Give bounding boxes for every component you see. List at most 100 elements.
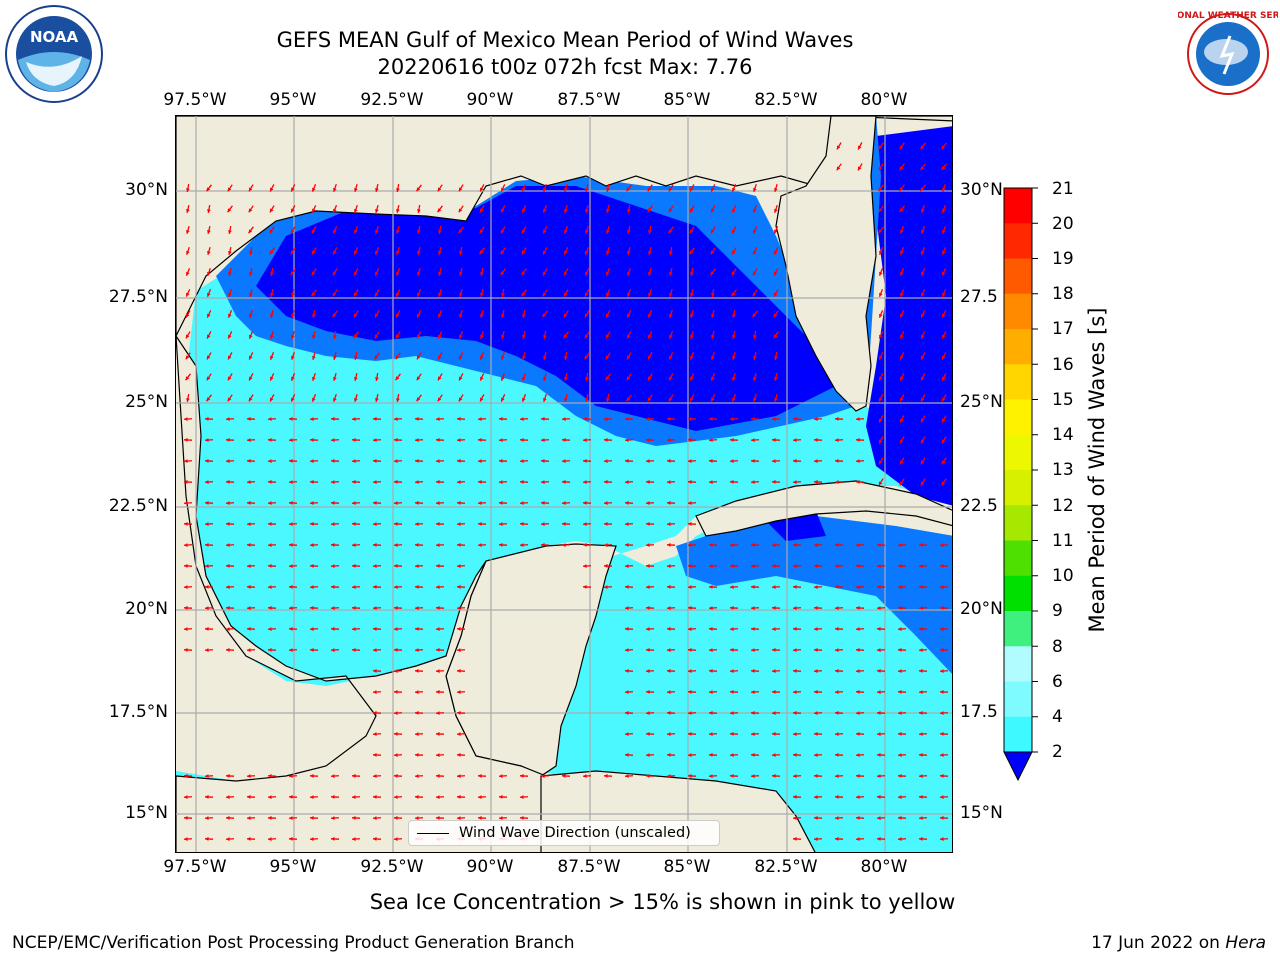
wind-arrow xyxy=(920,394,926,402)
wind-arrow xyxy=(627,268,631,276)
wind-arrow xyxy=(354,183,358,193)
wind-arrow xyxy=(876,795,886,799)
wind-arrow xyxy=(225,795,235,799)
wind-arrow xyxy=(876,711,886,715)
wind-arrow xyxy=(372,438,382,442)
colorbar-segment xyxy=(1004,470,1032,506)
wind-arrow xyxy=(941,436,947,444)
colorbar-title: Mean Period of Wind Waves [s] xyxy=(1085,307,1109,633)
wind-arrow xyxy=(396,225,400,235)
wind-arrow xyxy=(269,184,275,192)
wind-arrow xyxy=(498,480,508,484)
wind-arrow xyxy=(939,564,949,568)
wind-arrow xyxy=(750,564,760,568)
wind-arrow xyxy=(225,543,235,547)
wind-arrow xyxy=(561,459,571,463)
wind-arrow xyxy=(543,330,547,340)
wind-arrow xyxy=(729,711,739,715)
cbar-tick-17: 17 xyxy=(1052,319,1074,339)
wind-arrow xyxy=(246,438,256,442)
wind-arrow xyxy=(941,415,947,423)
wind-arrow xyxy=(309,627,319,631)
wind-arrow xyxy=(834,648,844,652)
wind-arrow xyxy=(687,564,697,568)
wind-arrow xyxy=(603,417,613,421)
wind-arrow xyxy=(624,606,634,610)
wind-arrow xyxy=(647,184,653,192)
wind-arrow xyxy=(774,393,778,403)
wind-arrow xyxy=(204,501,214,505)
wind-arrow xyxy=(479,205,485,213)
wind-arrow xyxy=(414,669,424,673)
wind-arrow xyxy=(414,543,424,547)
wind-arrow xyxy=(372,417,382,421)
wind-arrow xyxy=(332,205,338,213)
wind-arrow xyxy=(666,732,676,736)
wind-arrow xyxy=(477,438,487,442)
wind-arrow xyxy=(374,268,380,276)
colorbar xyxy=(1003,187,1038,782)
wind-arrow xyxy=(857,163,863,171)
wind-arrow xyxy=(393,522,403,526)
wind-arrow xyxy=(309,795,319,799)
wind-arrow xyxy=(584,268,590,276)
wind-arrow xyxy=(288,795,298,799)
wind-arrow xyxy=(771,732,781,736)
wind-arrow xyxy=(477,501,487,505)
wind-arrow xyxy=(899,436,905,444)
wind-arrow xyxy=(521,184,527,192)
wind-arrow xyxy=(414,501,424,505)
wind-arrow xyxy=(312,330,316,340)
wind-arrow xyxy=(521,289,527,297)
wind-arrow xyxy=(204,564,214,568)
wind-arrow xyxy=(920,142,926,150)
wind-arrow xyxy=(687,774,697,778)
wind-arrow xyxy=(834,459,844,463)
wind-arrow xyxy=(249,267,253,277)
wind-arrow xyxy=(183,564,193,568)
wind-arrow xyxy=(899,247,905,255)
wind-arrow xyxy=(813,648,823,652)
wind-arrow xyxy=(603,438,613,442)
wind-arrow xyxy=(878,205,884,213)
wind-arrow xyxy=(897,648,907,652)
wind-arrow xyxy=(710,184,716,192)
wind-arrow xyxy=(267,648,277,652)
wind-arrow xyxy=(498,522,508,526)
wind-arrow xyxy=(708,648,718,652)
wind-arrow xyxy=(372,543,382,547)
wind-arrow xyxy=(857,142,863,150)
wind-arrow xyxy=(330,501,340,505)
wind-arrow xyxy=(605,310,611,318)
wind-arrow xyxy=(435,438,445,442)
wind-arrow xyxy=(375,183,379,193)
wind-arrow xyxy=(645,543,655,547)
wind-arrow xyxy=(246,585,256,589)
wind-arrow xyxy=(624,564,634,568)
wind-arrow xyxy=(435,774,445,778)
wind-arrow xyxy=(582,501,592,505)
wind-arrow xyxy=(920,226,926,234)
wind-arrow xyxy=(186,204,190,214)
wind-arrow xyxy=(501,352,505,360)
wind-arrow xyxy=(750,606,760,610)
wind-arrow xyxy=(898,205,906,213)
wind-arrow xyxy=(246,795,256,799)
wind-arrow xyxy=(774,372,778,382)
wind-arrow xyxy=(813,459,823,463)
wind-arrow xyxy=(393,480,403,484)
wind-arrow xyxy=(267,522,277,526)
wind-arrow xyxy=(393,732,403,736)
wind-arrow xyxy=(753,184,757,192)
wind-arrow xyxy=(750,543,760,547)
wind-arrow xyxy=(246,837,256,841)
wind-arrow xyxy=(183,774,193,778)
wind-arrow xyxy=(246,606,256,610)
wind-arrow xyxy=(246,816,256,820)
wind-arrow xyxy=(666,417,676,421)
wind-arrow xyxy=(330,837,340,841)
wind-arrow xyxy=(207,268,211,276)
wind-arrow xyxy=(645,501,655,505)
colorbar-segment xyxy=(1004,188,1032,224)
wind-arrow xyxy=(605,373,611,381)
